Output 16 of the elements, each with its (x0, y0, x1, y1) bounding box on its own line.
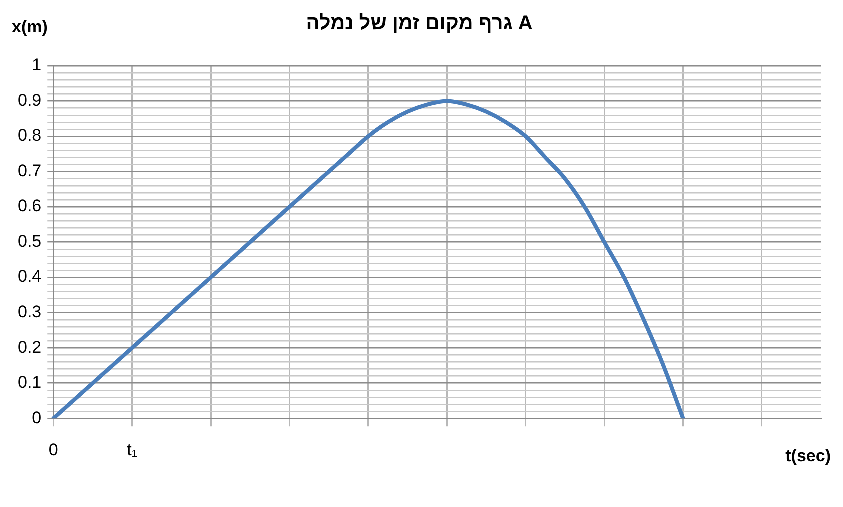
y-tick-label: 0.1 (18, 373, 42, 392)
y-tick-label: 0.2 (18, 338, 42, 357)
y-tick-label: 0.7 (18, 161, 42, 180)
y-tick-label: 0.6 (18, 196, 42, 216)
y-tick-label: 0 (32, 408, 42, 428)
y-tick-label: 0.9 (18, 90, 42, 110)
x-tick-label: t₁ (127, 440, 138, 460)
y-tick-label: 0.3 (18, 302, 42, 322)
chart-title: גרף מקום זמן של נמלה A (306, 12, 533, 35)
y-tick-label: 0.5 (18, 232, 42, 251)
y-tick-label: 1 (32, 56, 42, 75)
y-axis-title: x(m) (12, 18, 48, 37)
y-tick-label: 0.8 (18, 126, 42, 146)
line-series (52, 99, 686, 419)
y-tick-label: 0.4 (18, 267, 42, 286)
x-axis-title: t(sec) (786, 446, 831, 466)
